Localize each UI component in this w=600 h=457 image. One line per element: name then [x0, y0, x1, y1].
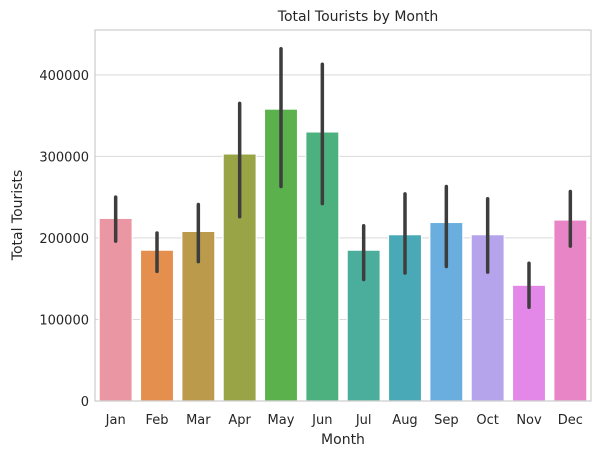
- bar-jan: [98, 217, 133, 402]
- y-tick-label: 100000: [39, 313, 89, 328]
- x-tick-label: Sep: [434, 413, 459, 428]
- x-tick-label: May: [268, 413, 295, 428]
- bar-feb: [139, 249, 175, 402]
- x-tick-labels: Jan Feb Mar Apr May Jun Jul Aug Sep Oct Nov Dec: [105, 413, 583, 428]
- y-tick-label: 0: [81, 395, 89, 410]
- error-bars: [113, 47, 573, 309]
- chart-title: Total Tourists by Month: [277, 9, 438, 25]
- x-tick-label: Jun: [311, 413, 332, 428]
- y-tick-label: 200000: [39, 232, 89, 247]
- x-tick-label: Dec: [558, 413, 583, 428]
- y-tick-labels: 0 100000 200000 300000 400000: [39, 69, 89, 410]
- x-tick-label: Jul: [355, 413, 372, 428]
- bars: [98, 108, 588, 402]
- x-tick-label: Oct: [476, 413, 498, 428]
- x-tick-label: Aug: [392, 413, 417, 428]
- y-tick-label: 300000: [39, 150, 89, 165]
- x-tick-label: Jan: [105, 413, 126, 428]
- x-axis-label: Month: [321, 432, 365, 448]
- plot-frame: [94, 29, 592, 402]
- x-tick-label: Apr: [228, 413, 251, 428]
- x-tick-label: Feb: [145, 413, 168, 428]
- x-tick-label: Mar: [186, 413, 211, 428]
- y-axis-label: Total Tourists: [10, 170, 26, 261]
- x-tick-label: Nov: [516, 413, 542, 428]
- y-tick-label: 400000: [39, 69, 89, 84]
